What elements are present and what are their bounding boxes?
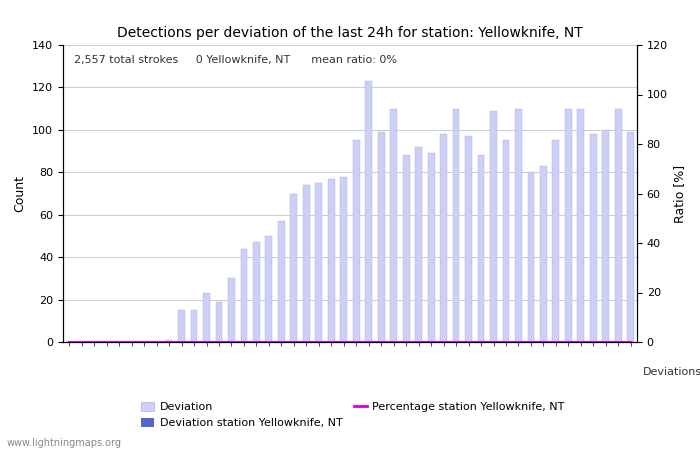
Bar	[203, 293, 210, 342]
Bar	[216, 302, 223, 342]
Bar	[490, 111, 497, 342]
Bar	[340, 176, 347, 342]
Bar	[615, 108, 622, 342]
Bar	[316, 183, 322, 342]
Bar	[415, 147, 422, 342]
Text: Deviations: Deviations	[643, 367, 700, 377]
Bar	[515, 108, 522, 342]
Bar	[603, 130, 609, 342]
Y-axis label: Ratio [%]: Ratio [%]	[673, 164, 687, 223]
Bar	[303, 185, 310, 342]
Bar	[528, 172, 534, 342]
Y-axis label: Count: Count	[13, 175, 27, 212]
Bar	[390, 108, 397, 342]
Bar	[166, 340, 172, 342]
Bar	[578, 108, 584, 342]
Bar	[503, 140, 510, 342]
Bar	[565, 108, 572, 342]
Bar	[453, 108, 459, 342]
Bar	[552, 140, 559, 342]
Bar	[265, 236, 272, 342]
Bar	[590, 134, 597, 342]
Text: 2,557 total strokes     0 Yellowknife, NT      mean ratio: 0%: 2,557 total strokes 0 Yellowknife, NT me…	[74, 55, 398, 65]
Bar	[627, 132, 634, 342]
Bar	[365, 81, 372, 342]
Bar	[465, 136, 472, 342]
Bar	[353, 140, 360, 342]
Bar	[178, 310, 185, 342]
Bar	[440, 134, 447, 342]
Bar	[190, 310, 197, 342]
Legend: Deviation, Deviation station Yellowknife, NT, Percentage station Yellowknife, NT: Deviation, Deviation station Yellowknife…	[137, 398, 568, 432]
Text: www.lightningmaps.org: www.lightningmaps.org	[7, 438, 122, 448]
Bar	[378, 132, 384, 342]
Bar	[402, 155, 409, 342]
Bar	[477, 155, 484, 342]
Bar	[328, 179, 335, 342]
Bar	[241, 249, 247, 342]
Bar	[290, 194, 298, 342]
Bar	[428, 153, 435, 342]
Bar	[278, 221, 285, 342]
Title: Detections per deviation of the last 24h for station: Yellowknife, NT: Detections per deviation of the last 24h…	[117, 26, 583, 40]
Bar	[540, 166, 547, 342]
Bar	[228, 279, 235, 342]
Bar	[253, 242, 260, 342]
